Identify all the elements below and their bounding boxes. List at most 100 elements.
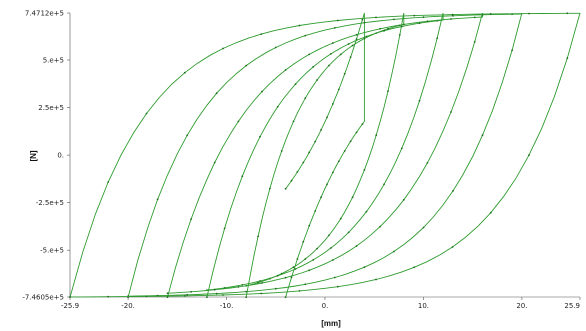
loop-point (418, 99, 421, 102)
loop-point (361, 18, 364, 21)
loop-point (400, 147, 403, 150)
loop-point (402, 23, 405, 26)
loop-point (280, 150, 283, 152)
loop-point (304, 258, 307, 260)
loop-point (489, 13, 492, 15)
loop-point (393, 18, 395, 21)
loop-point (332, 42, 334, 44)
loop-point (145, 295, 148, 298)
loop-point (292, 266, 295, 269)
loop-point (304, 34, 307, 37)
loop-point (284, 276, 287, 279)
loop-point (166, 296, 169, 299)
loop-point (349, 140, 352, 143)
loop-point (379, 225, 381, 228)
loop-point (269, 187, 271, 190)
loop-point (436, 37, 439, 39)
loop-point (186, 293, 189, 296)
loop-line-3 (206, 12, 444, 298)
loop-point (320, 196, 322, 199)
loop-point (215, 292, 218, 295)
loop-point (241, 175, 244, 178)
loop-point (190, 218, 193, 221)
loop-point (336, 19, 339, 22)
loop-point (302, 161, 305, 164)
loop-point (183, 71, 186, 74)
loop-point (260, 33, 263, 35)
loop-point (528, 154, 530, 157)
loop-point (222, 294, 224, 296)
loop-line-5 (127, 12, 523, 298)
loop-point (308, 269, 311, 272)
loop-point (308, 151, 311, 154)
loop-point (365, 210, 368, 213)
loop-point (107, 295, 110, 298)
loop-line-4 (167, 12, 483, 298)
loop-point (450, 18, 452, 20)
loop-point (343, 150, 346, 152)
loop-point (294, 268, 297, 270)
loop-point (339, 53, 342, 56)
loop-point (298, 290, 301, 292)
loop-point (387, 90, 389, 92)
loop-point (276, 274, 279, 277)
loop-point (347, 43, 350, 45)
loop-point (274, 287, 277, 290)
loop-point (294, 83, 297, 85)
loop-point (426, 162, 429, 164)
loop-point (400, 25, 403, 28)
loop-point (206, 296, 208, 299)
loop-point (355, 131, 358, 134)
loop-point (274, 46, 277, 49)
x-axis-label: [mm] (321, 319, 341, 328)
loop-point (213, 161, 216, 164)
loop-point (292, 120, 295, 123)
x-tick-label: -25.9 (61, 302, 79, 310)
y-tick-label: 0. (57, 152, 64, 160)
loop-point (422, 16, 425, 19)
y-tick-label: -2.5e+5 (36, 199, 64, 207)
loop-point (383, 183, 385, 186)
loop-point (355, 33, 358, 36)
loop-point (332, 103, 334, 105)
loop-point (107, 181, 110, 183)
loop-point (375, 278, 377, 281)
loop-point (365, 35, 368, 38)
x-tick-label: -10. (220, 302, 234, 310)
loop-point (422, 226, 425, 229)
loop-point (343, 72, 346, 75)
x-tick-label: -20. (121, 302, 135, 310)
loop-point (339, 217, 342, 220)
loop-point (296, 258, 299, 260)
loop-point (337, 160, 340, 163)
loop-point (237, 120, 240, 123)
loop-point (528, 12, 530, 15)
loop-point (452, 190, 454, 192)
loop-point (413, 14, 416, 17)
loop-point (326, 116, 328, 119)
loop-point (347, 231, 350, 234)
loop-point (304, 283, 307, 286)
loop-point (245, 64, 248, 67)
loop-point (375, 16, 377, 19)
loop-point (451, 13, 454, 16)
loop-point (215, 92, 218, 95)
loop-point (511, 49, 513, 52)
loop-point (451, 246, 454, 248)
loop-point (363, 21, 366, 24)
loop-point (326, 183, 328, 186)
loop-point (363, 266, 366, 269)
loop-point (213, 288, 216, 291)
loop-point (314, 210, 317, 212)
loop-point (190, 290, 193, 293)
loop-point (290, 179, 293, 182)
loop-line-2 (245, 12, 405, 298)
loop-point (284, 296, 287, 299)
loop-point (257, 281, 259, 284)
loop-point (183, 295, 186, 297)
loop-point (351, 196, 354, 199)
loop-point (379, 27, 381, 30)
loop-point (312, 259, 315, 261)
loop-point (363, 169, 366, 171)
chart-curves (69, 12, 581, 299)
